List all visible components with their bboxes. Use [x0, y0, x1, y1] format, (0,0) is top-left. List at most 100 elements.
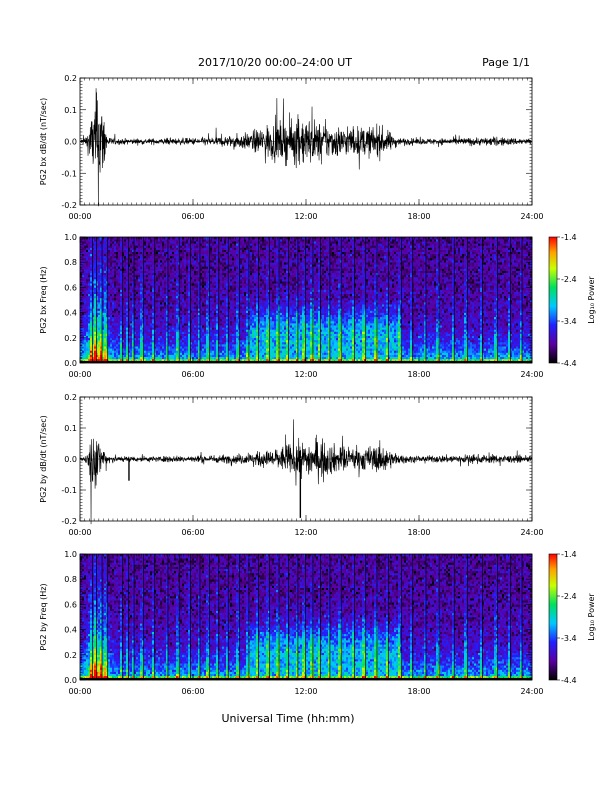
- spectrogram-cell: [110, 302, 112, 304]
- spectrogram-cell: [164, 264, 166, 266]
- spectrogram-cell: [236, 357, 238, 359]
- spectrogram-cell: [94, 269, 96, 271]
- spectrogram-cell: [206, 296, 208, 298]
- spectrogram-cell: [144, 346, 146, 348]
- spectrogram-cell: [180, 243, 182, 245]
- spectrogram-cell: [160, 329, 162, 331]
- spectrogram-cell: [164, 269, 166, 271]
- spectrogram-cell: [144, 296, 146, 298]
- spectrogram-cell: [84, 256, 86, 258]
- spectrogram-cell: [176, 325, 178, 327]
- spectrogram-cell: [120, 245, 122, 247]
- spectrogram-cell: [168, 243, 170, 245]
- spectrogram-cell: [174, 260, 176, 262]
- spectrogram-cell: [88, 334, 90, 336]
- spectrogram-cell: [152, 315, 154, 317]
- spectrogram-cell: [156, 275, 158, 277]
- spectrogram-cell: [180, 279, 182, 281]
- spectrogram-cell: [230, 248, 232, 250]
- spectrogram-cell: [202, 260, 204, 262]
- spectrogram-cell: [232, 292, 234, 294]
- spectrogram-cell: [94, 321, 96, 323]
- spectrogram-cell: [212, 350, 214, 352]
- spectrogram-cell: [188, 340, 190, 342]
- spectrogram-cell: [156, 250, 158, 252]
- spectrogram-cell: [148, 334, 150, 336]
- spectrogram-cell: [144, 294, 146, 296]
- spectrogram-cell: [210, 290, 212, 292]
- spectrogram-cell: [148, 300, 150, 302]
- spectrogram-cell: [194, 294, 196, 296]
- spectrogram-cell: [136, 342, 138, 344]
- spectrogram-cell: [204, 283, 206, 285]
- spectrogram-cell: [222, 306, 224, 308]
- spectrogram-cell: [154, 357, 156, 359]
- spectrogram-cell: [194, 239, 196, 241]
- spectrogram-cell: [172, 344, 174, 346]
- spectrogram-cell: [164, 271, 166, 273]
- spectrogram-cell: [120, 254, 122, 256]
- spectrogram-cell: [232, 285, 234, 287]
- spectrogram-cell: [98, 346, 100, 348]
- spectrogram-cell: [110, 290, 112, 292]
- spectrogram-cell: [94, 243, 96, 245]
- spectrogram-cell: [204, 342, 206, 344]
- spectrogram-cell: [174, 252, 176, 254]
- spectrogram-cell: [104, 241, 106, 243]
- spectrogram-cell: [172, 266, 174, 268]
- spectrogram-cell: [194, 264, 196, 266]
- spectrogram-cell: [214, 325, 216, 327]
- spectrogram-cell: [192, 327, 194, 329]
- spectrogram-cell: [108, 285, 110, 287]
- spectrogram-cell: [224, 250, 226, 252]
- spectrogram-cell: [94, 300, 96, 302]
- spectrogram-cell: [176, 250, 178, 252]
- spectrogram-cell: [140, 281, 142, 283]
- spectrogram-cell: [120, 294, 122, 296]
- spectrogram-cell: [114, 273, 116, 275]
- spectrogram-cell: [144, 306, 146, 308]
- spectrogram-cell: [196, 304, 198, 306]
- spectrogram-cell: [136, 254, 138, 256]
- spectrogram-cell: [176, 327, 178, 329]
- spectrogram-cell: [108, 346, 110, 348]
- spectrogram-cell: [216, 260, 218, 262]
- spectrogram-cell: [222, 338, 224, 340]
- spectrogram-cell: [110, 327, 112, 329]
- spectrogram-cell: [206, 262, 208, 264]
- spectrogram-cell: [162, 325, 164, 327]
- spectrogram-cell: [162, 281, 164, 283]
- spectrogram-cell: [196, 264, 198, 266]
- spectrogram-cell: [168, 241, 170, 243]
- spectrogram-cell: [156, 338, 158, 340]
- spectrogram-cell: [88, 315, 90, 317]
- spectrogram-cell: [184, 313, 186, 315]
- spectrogram-cell: [172, 269, 174, 271]
- spectrogram-cell: [116, 258, 118, 260]
- spectrogram-cell: [196, 269, 198, 271]
- spectrogram-cell: [118, 292, 120, 294]
- spectrogram-cell: [118, 279, 120, 281]
- spectrogram-cell: [232, 250, 234, 252]
- spectrogram-cell: [168, 290, 170, 292]
- spectrogram-cell: [94, 277, 96, 279]
- spectrogram-cell: [224, 290, 226, 292]
- spectrogram-cell: [234, 292, 236, 294]
- spectrogram-cell: [196, 266, 198, 268]
- spectrogram-cell: [234, 256, 236, 258]
- spectrogram-cell: [110, 292, 112, 294]
- spectrogram-cell: [170, 296, 172, 298]
- spectrogram-cell: [214, 273, 216, 275]
- spectrogram-cell: [94, 279, 96, 281]
- spectrogram-cell: [116, 298, 118, 300]
- spectrogram-cell: [216, 283, 218, 285]
- spectrogram-cell: [138, 239, 140, 241]
- spectrogram-cell: [140, 311, 142, 313]
- spectrogram-cell: [202, 248, 204, 250]
- spectrogram-cell: [158, 277, 160, 279]
- spectrogram-cell: [164, 273, 166, 275]
- spectrogram-cell: [154, 281, 156, 283]
- spectrogram-cell: [116, 325, 118, 327]
- spectrogram-cell: [98, 340, 100, 342]
- spectrogram-cell: [164, 292, 166, 294]
